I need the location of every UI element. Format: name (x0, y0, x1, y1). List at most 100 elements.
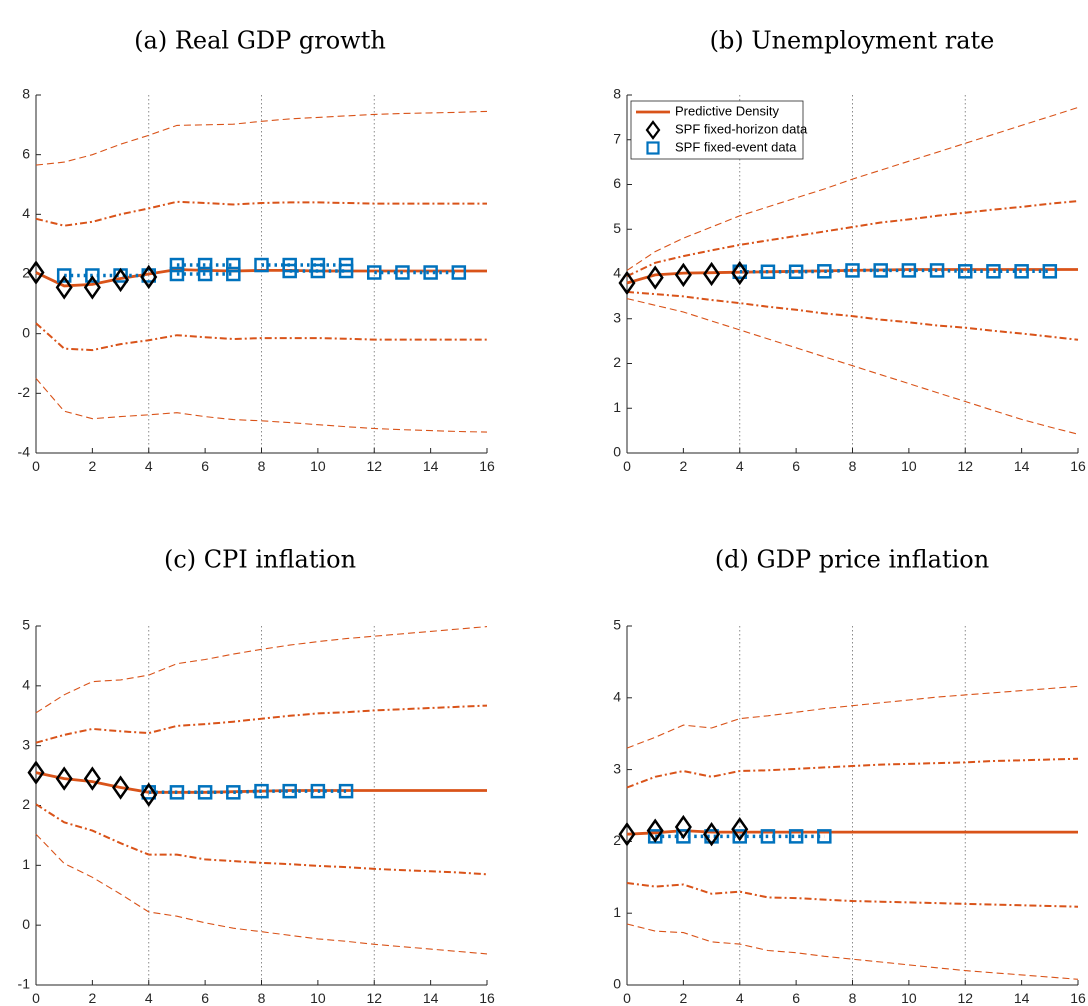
spf-fixed-event-marker (282, 783, 297, 799)
y-tick-label: 6 (22, 145, 30, 161)
spf-fixed-event-marker (760, 829, 776, 844)
y-tick-label: 3 (613, 760, 621, 776)
x-tick-label: 2 (679, 458, 687, 474)
panel-title: (c) CPI inflation (164, 546, 356, 574)
spf-fixed-event-marker (451, 265, 467, 280)
y-tick-label: 4 (22, 677, 30, 693)
x-tick-label: 4 (736, 458, 744, 474)
density-band-outer-upper (626, 685, 1079, 749)
y-tick-label: 3 (22, 736, 30, 752)
legend-label: SPF fixed-event data (675, 139, 797, 154)
y-tick-label: 8 (22, 86, 30, 102)
x-tick-label: 10 (310, 990, 326, 1006)
density-band-outer-lower (626, 923, 1079, 980)
x-tick-label: 12 (366, 990, 382, 1006)
spf-fixed-horizon-marker (27, 260, 45, 285)
density-band-inner-lower (626, 290, 1079, 341)
panel-title: (b) Unemployment rate (710, 27, 995, 55)
x-tick-label: 16 (479, 458, 495, 474)
density-band-inner-lower (35, 322, 487, 352)
spf-fixed-event-marker (338, 263, 354, 279)
spf-fixed-event-marker (197, 785, 213, 800)
spf-fixed-horizon-marker (55, 275, 73, 300)
x-tick-label: 2 (88, 458, 96, 474)
x-tick-label: 0 (32, 458, 40, 474)
x-tick-label: 2 (88, 990, 96, 1006)
spf-fixed-event-marker (423, 265, 438, 280)
spf-fixed-event-marker (901, 263, 917, 278)
spf-fixed-event-marker (310, 263, 326, 279)
x-tick-label: 16 (1070, 990, 1086, 1006)
spf-fixed-horizon-marker (112, 775, 130, 800)
panel-title: (d) GDP price inflation (715, 546, 989, 574)
spf-fixed-event-marker (873, 263, 888, 278)
spf-fixed-horizon-marker (674, 262, 692, 288)
spf-fixed-horizon-marker (83, 275, 101, 300)
density-band-inner-upper (626, 200, 1079, 278)
y-tick-label: 6 (613, 175, 621, 191)
x-tick-label: 14 (423, 990, 439, 1006)
x-tick-label: 4 (736, 990, 744, 1006)
spf-fixed-event-marker (958, 264, 973, 279)
density-band-inner-upper (35, 200, 487, 227)
spf-fixed-event-marker (226, 257, 241, 273)
spf-fixed-horizon-marker (140, 782, 158, 807)
y-tick-label: 4 (613, 265, 621, 281)
x-tick-label: 12 (957, 990, 973, 1006)
x-tick-label: 14 (423, 458, 439, 474)
x-tick-label: 8 (258, 458, 266, 474)
spf-fixed-event-marker (226, 785, 241, 800)
y-tick-label: 2 (22, 796, 30, 812)
spf-fixed-event-marker (85, 268, 100, 283)
spf-fixed-horizon-marker (618, 822, 636, 847)
legend-square-swatch (646, 141, 660, 155)
spf-fixed-horizon-marker (618, 270, 636, 296)
x-tick-label: 4 (145, 458, 153, 474)
spf-fixed-event-marker (169, 266, 185, 282)
x-tick-label: 12 (957, 458, 973, 474)
x-tick-label: 0 (623, 458, 631, 474)
spf-fixed-event-marker (197, 266, 213, 282)
spf-fixed-horizon-marker (731, 817, 749, 842)
density-band-outer-upper (626, 106, 1079, 271)
spf-fixed-horizon-marker (703, 261, 721, 287)
density-band-outer-upper (35, 626, 488, 714)
x-tick-label: 10 (901, 990, 917, 1006)
y-tick-label: 5 (613, 220, 621, 236)
spf-fixed-event-marker (56, 268, 72, 283)
x-tick-label: 6 (792, 990, 800, 1006)
y-tick-label: -4 (18, 444, 31, 460)
y-tick-label: 8 (613, 86, 621, 102)
y-tick-label: 2 (613, 832, 621, 848)
spf-fixed-event-marker (1042, 264, 1058, 279)
y-tick-label: 4 (22, 205, 30, 221)
spf-fixed-event-marker (226, 266, 241, 282)
spf-fixed-event-marker (197, 257, 213, 273)
panel-title: (a) Real GDP growth (134, 27, 386, 55)
x-tick-label: 0 (32, 990, 40, 1006)
x-tick-label: 16 (479, 990, 495, 1006)
spf-fixed-event-marker (676, 829, 691, 844)
y-tick-label: 5 (613, 617, 621, 633)
spf-fixed-horizon-marker (140, 264, 158, 290)
x-tick-label: 0 (623, 990, 631, 1006)
spf-fixed-event-marker (760, 264, 776, 280)
density-band-outer-upper (35, 110, 488, 166)
y-tick-label: 1 (613, 399, 621, 415)
y-tick-label: 1 (22, 856, 30, 872)
density-band-inner-upper (626, 757, 1079, 789)
x-tick-label: 12 (366, 458, 382, 474)
x-tick-label: 10 (901, 458, 917, 474)
y-tick-label: 0 (22, 324, 30, 340)
y-tick-label: 3 (613, 309, 621, 325)
spf-fixed-event-marker (169, 785, 185, 800)
y-tick-label: 0 (613, 976, 621, 992)
x-tick-label: 8 (849, 458, 857, 474)
density-band-inner-upper (35, 704, 488, 744)
y-tick-label: 1 (613, 904, 621, 920)
spf-fixed-event-marker (788, 829, 804, 844)
